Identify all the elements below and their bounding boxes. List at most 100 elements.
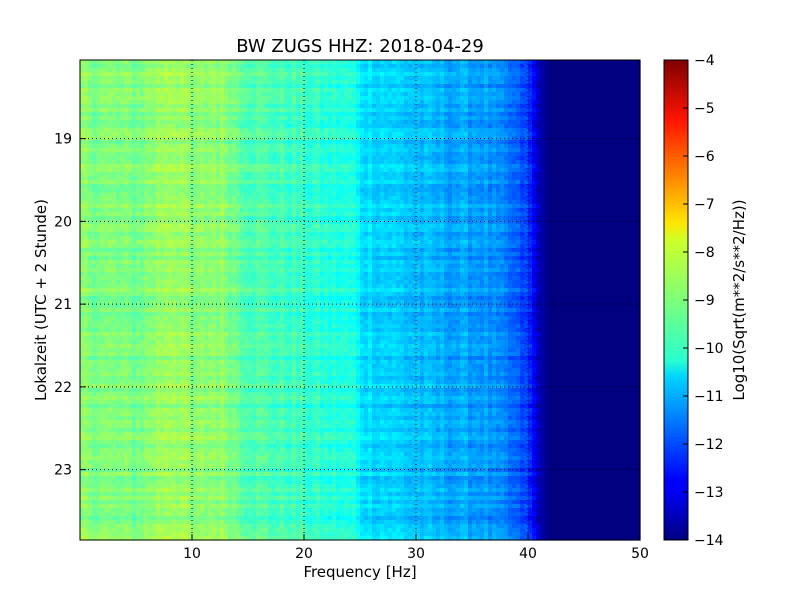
heatmap-cell: [136, 92, 141, 97]
heatmap-cell: [80, 100, 85, 105]
heatmap-cell: [204, 84, 209, 89]
heatmap-cell: [176, 144, 181, 149]
heatmap-cell: [372, 172, 377, 177]
heatmap-cell: [292, 156, 297, 161]
heatmap-cell: [356, 60, 361, 65]
heatmap-cell: [360, 76, 365, 81]
heatmap-cell: [468, 124, 473, 129]
heatmap-cell: [400, 148, 405, 153]
heatmap-cell: [432, 148, 437, 153]
heatmap-cell: [136, 120, 141, 125]
heatmap-cell: [416, 60, 421, 65]
heatmap-cell: [104, 108, 109, 113]
heatmap-cell: [540, 64, 545, 69]
heatmap-cell: [548, 72, 553, 77]
heatmap-cell: [332, 132, 337, 137]
heatmap-cell: [580, 104, 585, 109]
heatmap-cell: [532, 84, 537, 89]
heatmap-cell: [328, 76, 333, 81]
heatmap-cell: [540, 60, 545, 65]
heatmap-cell: [564, 144, 569, 149]
heatmap-cell: [244, 184, 249, 189]
heatmap-cell: [312, 92, 317, 97]
heatmap-cell: [116, 152, 121, 157]
heatmap-cell: [476, 116, 481, 121]
heatmap-cell: [132, 144, 137, 149]
heatmap-cell: [220, 148, 225, 153]
heatmap-cell: [604, 152, 609, 157]
heatmap-cell: [600, 104, 605, 109]
heatmap-cell: [556, 188, 561, 193]
heatmap-cell: [620, 156, 625, 161]
heatmap-cell: [160, 172, 165, 177]
heatmap-cell: [500, 84, 505, 89]
heatmap-cell: [432, 124, 437, 129]
heatmap-cell: [612, 80, 617, 85]
heatmap-cell: [568, 176, 573, 181]
heatmap-cell: [352, 192, 357, 197]
heatmap-cell: [632, 160, 637, 165]
heatmap-cell: [260, 108, 265, 113]
heatmap-cell: [172, 172, 177, 177]
heatmap-cell: [408, 168, 413, 173]
heatmap-cell: [136, 140, 141, 145]
heatmap-cell: [380, 168, 385, 173]
heatmap-cell: [456, 132, 461, 137]
heatmap-cell: [472, 92, 477, 97]
heatmap-cell: [112, 124, 117, 129]
heatmap-cell: [444, 156, 449, 161]
heatmap-cell: [312, 128, 317, 133]
heatmap-cell: [200, 104, 205, 109]
heatmap-cell: [304, 64, 309, 69]
heatmap-cell: [240, 188, 245, 193]
heatmap-cell: [364, 116, 369, 121]
heatmap-cell: [440, 128, 445, 133]
heatmap-cell: [172, 192, 177, 197]
heatmap-cell: [484, 176, 489, 181]
heatmap-cell: [288, 168, 293, 173]
heatmap-cell: [220, 68, 225, 73]
heatmap-cell: [120, 192, 125, 197]
heatmap-cell: [196, 192, 201, 197]
heatmap-cell: [232, 168, 237, 173]
heatmap-cell: [344, 124, 349, 129]
heatmap-cell: [340, 128, 345, 133]
heatmap-cell: [376, 180, 381, 185]
heatmap-cell: [180, 112, 185, 117]
heatmap-cell: [608, 76, 613, 81]
heatmap-cell: [476, 72, 481, 77]
heatmap-cell: [388, 160, 393, 165]
heatmap-cell: [604, 72, 609, 77]
heatmap-cell: [388, 152, 393, 157]
heatmap-cell: [588, 76, 593, 81]
heatmap-cell: [444, 184, 449, 189]
heatmap-cell: [128, 192, 133, 197]
heatmap-cell: [416, 112, 421, 117]
heatmap-cell: [156, 80, 161, 85]
heatmap-cell: [492, 80, 497, 85]
heatmap-cell: [592, 88, 597, 93]
heatmap-cell: [516, 196, 521, 201]
heatmap-cell: [284, 64, 289, 69]
heatmap-cell: [120, 96, 125, 101]
heatmap-cell: [264, 80, 269, 85]
heatmap-cell: [176, 152, 181, 157]
heatmap-cell: [256, 68, 261, 73]
heatmap-cell: [196, 116, 201, 121]
heatmap-cell: [448, 164, 453, 169]
heatmap-cell: [252, 180, 257, 185]
heatmap-cell: [96, 112, 101, 117]
heatmap-cell: [132, 128, 137, 133]
heatmap-cell: [84, 148, 89, 153]
heatmap-cell: [352, 76, 357, 81]
heatmap-cell: [384, 196, 389, 201]
heatmap-cell: [216, 124, 221, 129]
heatmap-cell: [104, 152, 109, 157]
heatmap-cell: [168, 88, 173, 93]
heatmap-cell: [572, 156, 577, 161]
heatmap-cell: [560, 172, 565, 177]
heatmap-cell: [96, 180, 101, 185]
heatmap-cell: [484, 128, 489, 133]
heatmap-cell: [396, 112, 401, 117]
heatmap-cell: [440, 112, 445, 117]
